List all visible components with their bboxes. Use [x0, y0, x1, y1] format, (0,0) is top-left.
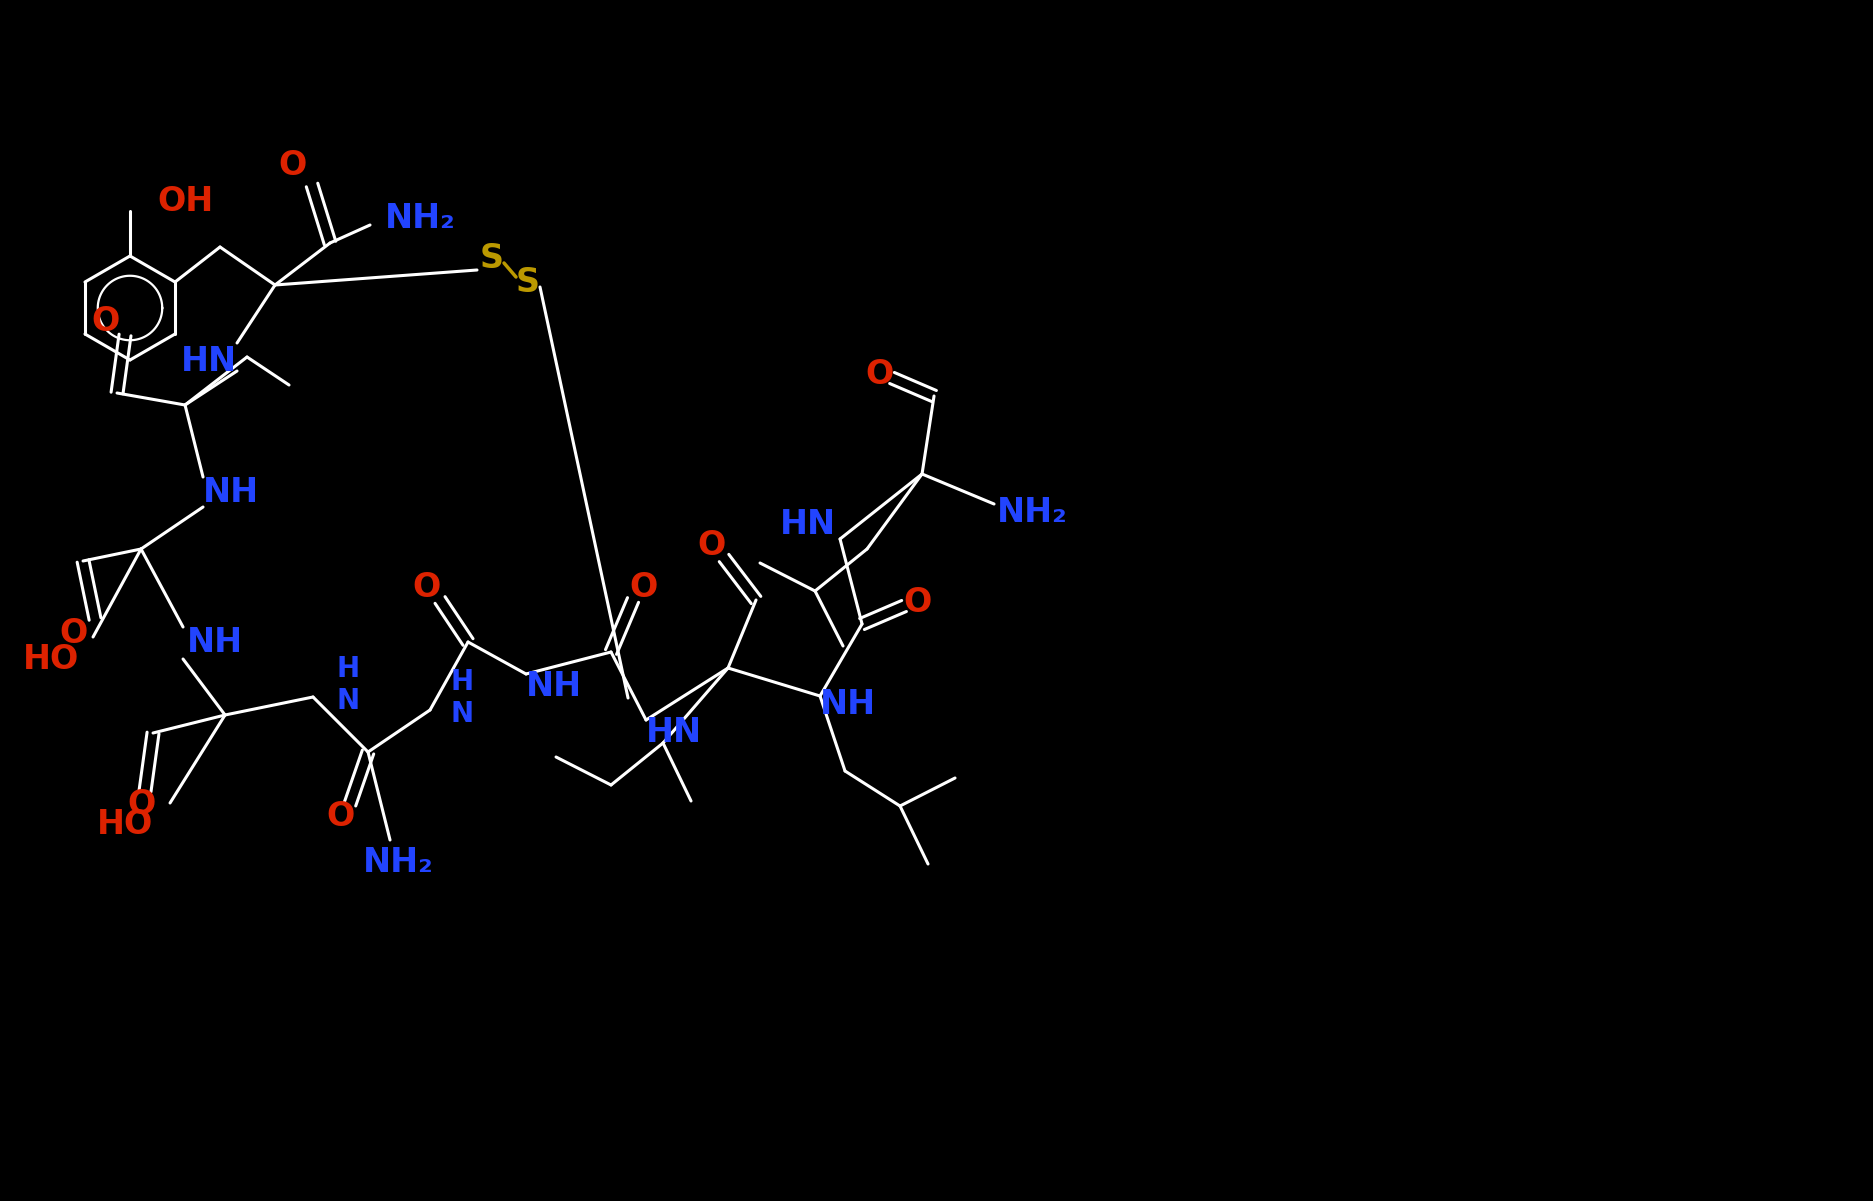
Text: NH: NH [202, 476, 258, 508]
Text: NH: NH [526, 669, 583, 703]
Text: S: S [515, 265, 539, 299]
Text: HN: HN [182, 345, 238, 377]
Text: NH₂: NH₂ [363, 846, 433, 878]
Text: NH₂: NH₂ [384, 202, 455, 234]
Text: O: O [92, 305, 120, 337]
Text: H
N: H N [337, 655, 360, 716]
Text: O: O [277, 149, 305, 181]
Text: O: O [629, 570, 657, 603]
Text: O: O [903, 586, 931, 619]
Text: HN: HN [779, 508, 835, 540]
Text: OH: OH [157, 185, 214, 217]
Text: NH: NH [187, 626, 243, 658]
Text: O: O [58, 616, 88, 650]
Text: O: O [865, 358, 893, 390]
Text: O: O [326, 801, 354, 833]
Text: HN: HN [646, 716, 702, 748]
Text: O: O [697, 528, 725, 562]
Text: NH₂: NH₂ [996, 496, 1068, 528]
Text: S: S [479, 241, 504, 275]
Text: O: O [412, 570, 440, 603]
Text: O: O [127, 789, 155, 821]
Text: HO: HO [97, 808, 154, 842]
Text: NH: NH [820, 687, 877, 721]
Text: H
N: H N [451, 668, 474, 728]
Text: HO: HO [22, 643, 79, 675]
